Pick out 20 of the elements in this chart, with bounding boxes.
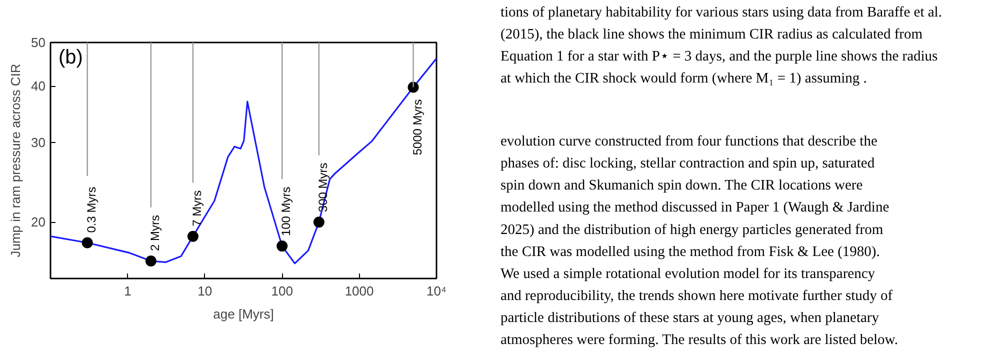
annotation: 100 Myrs: [279, 186, 294, 236]
x-tick-label: 1: [124, 284, 132, 298]
x-tick-label: 10: [198, 284, 212, 298]
text: evolution curve constructed from four functions that describe the phases of: disc locking, stellar contraction and spin up, saturated spin down and Skumanich spin down. The CIR locations were modelled using the method discussed in Paper 1 (Waugh & Jardine 2025) and the distribution of high energy particles generated from the CIR was modelled using the method from Fisk & Lee (1980). We used a simple rotational evolution model for its transparency and reproducibility, the trends shown here motivate further study of particle distributions of these stars at young ages, when planetary atmospheres were forming. The results of this work are listed below.: [500, 134, 898, 348]
y-tick-label: 50: [31, 35, 46, 50]
annotation: 300 Myrs: [316, 162, 330, 212]
annotation: 2 Myrs: [148, 215, 162, 252]
y-tick-label: 20: [31, 214, 46, 230]
y-tick-label: 30: [31, 135, 46, 150]
annotation: 7 Myrs: [190, 190, 204, 226]
annotation: 5000 Myrs: [410, 99, 424, 156]
x-tick-label: 10⁴: [426, 284, 447, 298]
annotation: (b): [58, 46, 83, 68]
x-tick-label: 100: [271, 284, 293, 298]
x-axis-title: age [Myrs]: [213, 306, 274, 322]
y-axis-title: Jump in ram pressure across CIR: [8, 64, 24, 258]
x-tick-label: 1000: [344, 284, 374, 298]
text: tions of planetary habitability for various stars using data from Baraffe et al. (2015), the black line shows the minimum CIR radius as calculated from Equation 1 for a star with P⋆ = 3 days, and the purple line shows the radius at which the CIR shock would form (where M₁ = 1) assuming .: [500, 4, 942, 87]
y-tick-label: 40: [31, 78, 46, 94]
annotation: 0.3 Myrs: [84, 186, 98, 233]
